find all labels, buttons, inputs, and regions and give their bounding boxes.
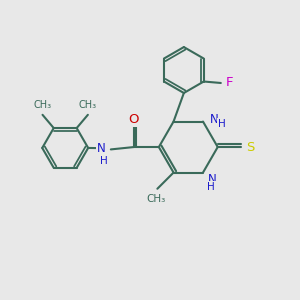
- Text: O: O: [129, 113, 139, 126]
- Text: CH₃: CH₃: [146, 194, 166, 204]
- Text: H: H: [207, 182, 215, 192]
- Text: S: S: [247, 141, 255, 154]
- Text: N: N: [209, 113, 218, 126]
- Text: N: N: [97, 142, 106, 155]
- Text: N: N: [207, 173, 216, 186]
- Text: H: H: [218, 119, 226, 129]
- Text: F: F: [226, 76, 234, 89]
- Text: H: H: [100, 156, 108, 166]
- Text: CH₃: CH₃: [34, 100, 52, 110]
- Text: CH₃: CH₃: [79, 100, 97, 110]
